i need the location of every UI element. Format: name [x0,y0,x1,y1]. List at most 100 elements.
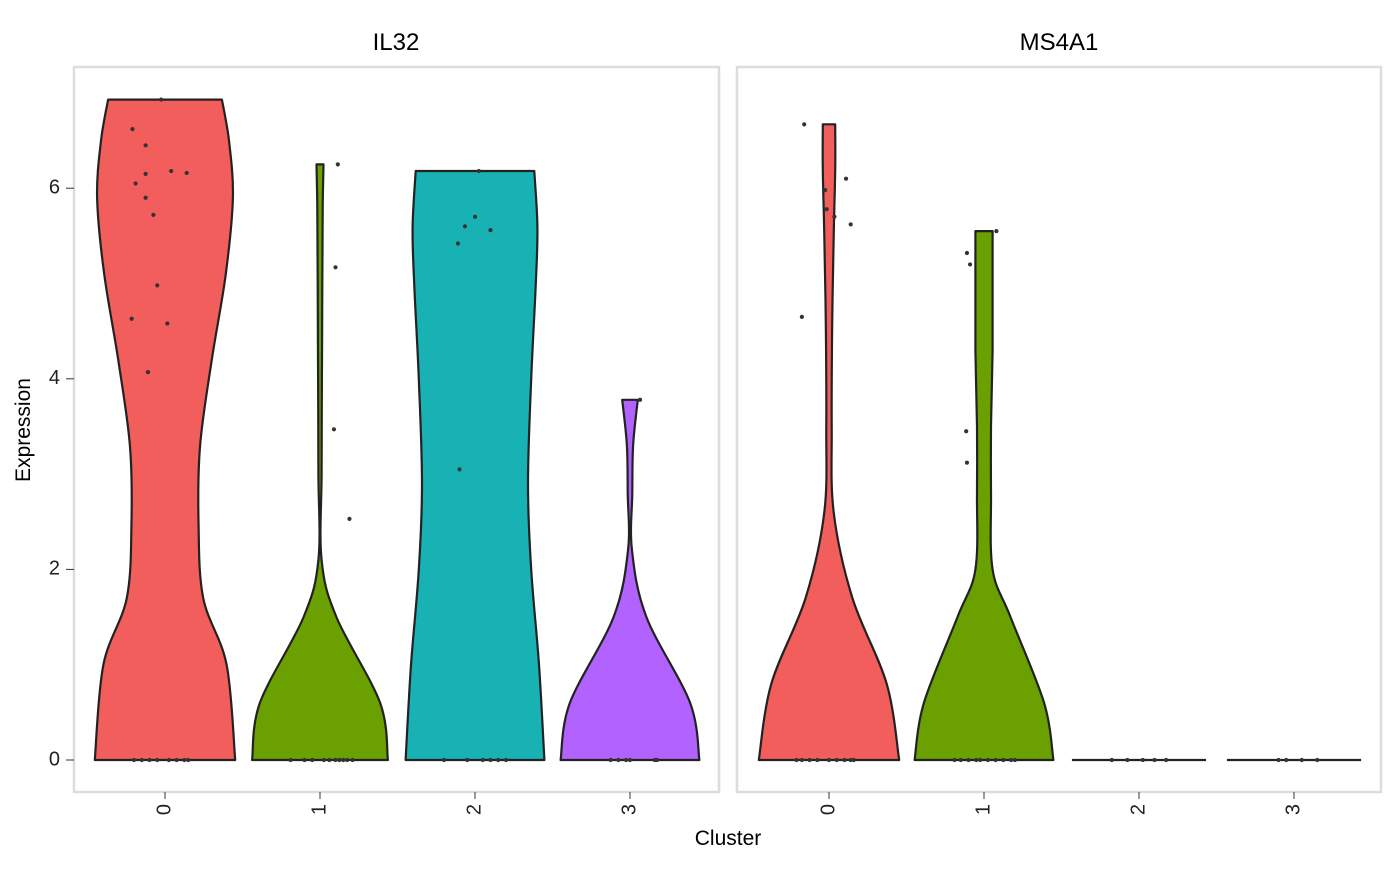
data-point [794,757,799,763]
data-point [129,316,134,321]
data-point [145,370,151,375]
data-point [341,757,346,763]
data-point [155,283,160,288]
data-point [1001,757,1006,763]
data-point [842,757,847,763]
data-point [480,757,485,763]
data-point [637,397,643,402]
data-point [985,757,990,763]
data-point [347,516,352,521]
data-point [848,222,853,227]
data-point [288,757,293,763]
violin-cluster-3 [559,397,701,763]
data-point [139,757,144,763]
data-point [465,757,470,763]
data-point [151,212,156,217]
data-point [182,757,187,763]
data-point [964,429,969,434]
data-point [310,757,315,763]
violin-cluster-1 [251,162,389,763]
data-point [616,757,621,763]
data-point [457,467,462,472]
violin-cluster-3 [1226,757,1362,763]
data-point [488,757,493,763]
x-tick-label: 1 [308,804,330,815]
data-point [335,162,340,167]
x-tick-label: 2 [463,804,485,815]
data-point [967,262,973,267]
data-point [1284,757,1289,763]
data-point [964,250,970,256]
violin-cluster-2 [1071,757,1207,763]
data-point [350,757,355,763]
data-point [843,176,849,181]
data-point [655,757,660,763]
panel-ms4a1: 0 1 2 3 [757,122,1362,815]
data-point [1012,757,1018,763]
x-tick-label: 1 [972,804,994,815]
data-point [994,228,999,234]
data-point [462,224,468,229]
data-point [799,314,804,319]
violin-cluster-1 [913,228,1055,763]
data-point [496,757,501,763]
panel-il32-border [72,65,721,794]
data-point [165,321,170,326]
x-axis-title: Cluster [695,827,762,850]
data-point [455,241,461,246]
data-point [993,757,998,763]
data-point [826,757,832,763]
data-point [503,757,509,763]
data-point [186,757,191,763]
data-point [133,181,138,186]
violin-shape [251,163,389,762]
data-point [832,214,837,219]
data-point [1315,757,1320,763]
panel-ms4a1-border [735,65,1383,794]
data-point [848,757,853,763]
y-tick-label: 0 [49,748,60,770]
data-point [488,228,493,233]
data-point [331,427,337,432]
data-point [143,143,148,148]
data-point [333,757,338,763]
data-point [321,757,326,763]
data-point [130,127,135,132]
panel-title-il32: IL32 [373,29,420,56]
data-point [958,757,963,763]
data-point [978,757,983,763]
data-point [624,757,629,763]
x-tick-label: 0 [153,804,175,815]
data-point [143,171,148,177]
data-point [1125,757,1130,763]
data-point [169,168,174,174]
y-axis-title: Expression [12,378,35,482]
data-point [159,97,164,102]
x-tick-label: 3 [618,804,640,815]
data-point [1299,757,1304,763]
data-point [608,757,613,763]
data-point [1152,757,1157,763]
data-point [824,207,829,212]
y-tick-label: 6 [49,176,60,198]
y-axis: 0 2 4 6 [49,176,60,770]
x-tick-label: 0 [817,804,839,815]
data-point [143,195,148,200]
data-point [966,757,971,763]
data-point [851,757,856,763]
data-point [333,265,338,270]
data-point [802,122,807,127]
data-point [1109,757,1114,763]
data-point [166,757,171,763]
data-point [815,757,820,763]
data-point [184,170,189,176]
violin-shape [404,169,546,762]
violin-cluster-0 [93,97,237,763]
x-tick-label: 2 [1127,804,1149,815]
data-point [131,757,137,763]
violin-shape [93,98,237,762]
data-point [627,757,633,763]
violin-shape [757,123,901,762]
panel-title-ms4a1: MS4A1 [1020,29,1099,56]
